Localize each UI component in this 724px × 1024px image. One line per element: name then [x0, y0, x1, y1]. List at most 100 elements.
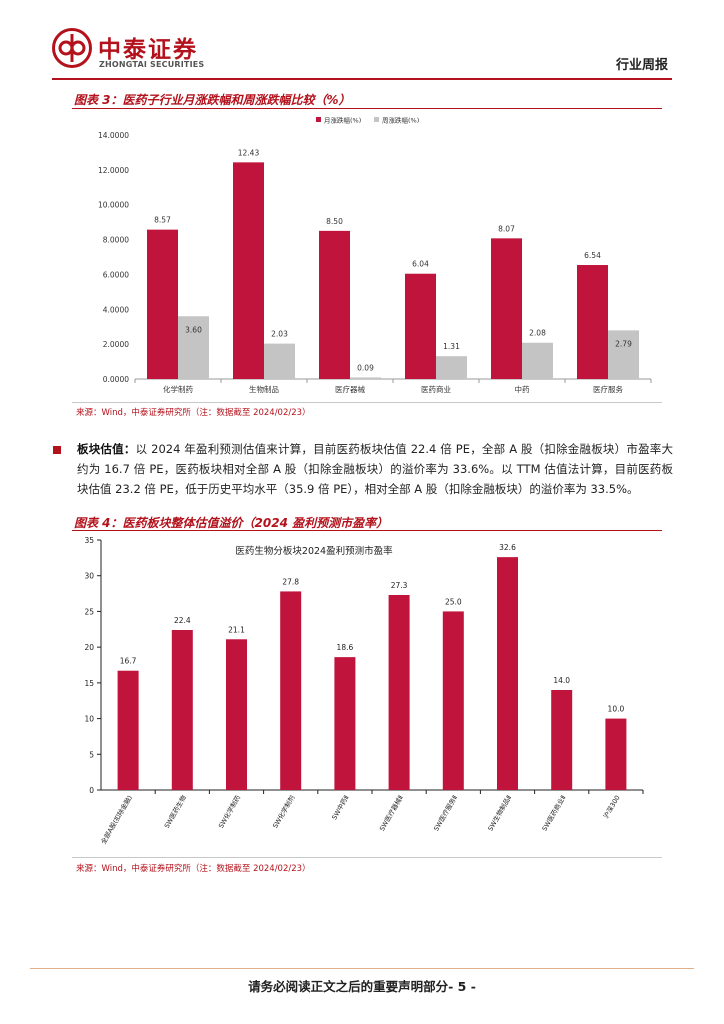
- bar-monthly: [405, 273, 436, 379]
- x-tick-label: SW医药生物: [162, 793, 188, 830]
- legend-label: 周涨跌幅(%): [382, 116, 419, 125]
- bar-weekly: [436, 356, 467, 379]
- x-tick-label: SW化学制药: [216, 793, 242, 830]
- data-label: 27.8: [282, 577, 299, 586]
- report-type: 行业周报: [615, 58, 668, 73]
- legend-swatch: [374, 117, 379, 122]
- data-label: 2.08: [529, 329, 546, 338]
- y-tick-label: 0.0000: [103, 375, 129, 384]
- data-label: 8.50: [326, 217, 343, 226]
- data-label: 14.0: [553, 676, 570, 685]
- y-tick-label: 8.0000: [103, 236, 129, 245]
- data-label: 16.7: [120, 657, 137, 666]
- x-tick-label: 生物制品: [249, 384, 279, 394]
- figure3-title: 图表 3：医药子行业月涨跌幅和周涨跌幅比较（%）: [74, 93, 351, 107]
- y-tick-label: 10.0000: [98, 201, 129, 210]
- bar: [605, 718, 627, 790]
- bar: [388, 595, 410, 790]
- bar-monthly: [147, 229, 178, 379]
- x-tick-label: 全部A股(扣除金融): [99, 794, 134, 846]
- data-label: 12.43: [238, 148, 260, 157]
- company-name-en: ZHONGTAI SECURITIES: [99, 60, 205, 69]
- x-tick-label: SW医疗器械Ⅱ: [377, 794, 405, 833]
- legend-label: 月涨跌幅(%): [324, 116, 361, 125]
- x-tick-label: 沪深300: [601, 794, 622, 821]
- data-label: 18.6: [337, 643, 354, 652]
- data-label: 21.1: [228, 625, 245, 634]
- figure3-title-divider: [72, 108, 662, 109]
- bar-monthly: [577, 265, 608, 379]
- data-label: 32.6: [499, 543, 516, 552]
- bar-monthly: [233, 162, 264, 379]
- bar: [551, 690, 573, 790]
- bar-weekly: [522, 342, 553, 379]
- x-tick-label: 医药商业: [421, 384, 451, 394]
- bar: [117, 670, 139, 790]
- x-tick-label: SW中药Ⅱ: [329, 794, 350, 822]
- header-divider: [52, 78, 672, 80]
- footer-disclaimer: 请务必阅读正文之后的重要声明部分- 5 -: [248, 979, 476, 994]
- figure4-source: 来源：Wind，中泰证券研究所（注：数据截至 2024/02/23）: [76, 864, 311, 874]
- data-label: 10.0: [608, 705, 625, 714]
- x-tick-label: 化学制药: [163, 384, 193, 394]
- valuation-paragraph: 板块估值：以 2024 年盈利预测估值来计算，目前医药板块估值 22.4 倍 P…: [77, 439, 673, 499]
- y-tick-label: 10: [84, 715, 94, 724]
- y-tick-label: 2.0000: [103, 340, 129, 349]
- company-logo-icon: [52, 28, 92, 68]
- data-label: 3.60: [185, 325, 202, 334]
- x-tick-label: SW医疗服务Ⅱ: [431, 794, 459, 833]
- x-tick-label: 中药: [515, 384, 530, 394]
- data-label: 25.0: [445, 597, 462, 606]
- y-tick-label: 30: [84, 572, 94, 581]
- data-label: 1.31: [443, 342, 460, 351]
- legend-swatch: [316, 117, 321, 122]
- x-tick-label: SW生物制品Ⅱ: [486, 794, 514, 833]
- data-label: 2.79: [615, 339, 632, 348]
- y-tick-label: 5: [89, 750, 94, 759]
- y-tick-label: 20: [84, 643, 94, 652]
- y-tick-label: 15: [84, 679, 94, 688]
- bar-weekly: [178, 316, 209, 379]
- data-label: 8.07: [498, 224, 515, 233]
- data-label: 27.3: [391, 581, 408, 590]
- bar: [280, 591, 302, 790]
- data-label: 8.57: [154, 216, 171, 225]
- x-tick-label: SW医药商业Ⅱ: [540, 794, 568, 833]
- chart-title: 医药生物分板块2024盈利预测市盈率: [235, 545, 393, 557]
- figure4-bottom-divider: [72, 857, 662, 858]
- bar-weekly: [350, 377, 381, 379]
- data-label: 6.54: [584, 251, 601, 260]
- y-tick-label: 25: [84, 607, 94, 616]
- figure4-title-divider: [72, 530, 662, 531]
- figure3-source: 来源：Wind，中泰证券研究所（注：数据截至 2024/02/23）: [76, 408, 311, 418]
- y-tick-label: 35: [84, 536, 94, 545]
- figure3-chart: 0.0000 2.0000 4.0000 6.0000 8.0000 10.0000 12.…: [98, 116, 652, 394]
- bar-weekly: [264, 343, 295, 379]
- figure4-title: 图表 4：医药板块整体估值溢价（2024 盈利预测市盈率）: [74, 516, 389, 530]
- data-label: 0.09: [357, 363, 374, 372]
- bar: [226, 639, 247, 790]
- x-tick-label: 医疗器械: [335, 384, 365, 394]
- figure4-chart: 0 5 10 15 20 25 30 35 医药生物分板块2024盈利预测市盈率 16.7 全部A股…: [84, 536, 644, 846]
- footer-divider: [30, 968, 694, 969]
- y-tick-label: 14.0000: [98, 131, 129, 140]
- bar: [334, 657, 356, 790]
- data-label: 22.4: [174, 616, 191, 625]
- bar: [171, 630, 193, 790]
- y-tick-label: 4.0000: [103, 305, 129, 314]
- bar-monthly: [491, 238, 522, 379]
- y-tick-label: 12.0000: [98, 166, 129, 175]
- paragraph-lead: 板块估值：: [77, 442, 136, 456]
- bar: [497, 557, 518, 790]
- x-tick-label: 医疗服务: [593, 384, 623, 394]
- paragraph-text: 以 2024 年盈利预测估值来计算，目前医药板块估值 22.4 倍 PE，全部 …: [77, 442, 674, 496]
- figure3-bottom-divider: [72, 402, 662, 403]
- x-tick-label: SW化学制剂: [270, 794, 296, 830]
- bar-weekly: [608, 330, 639, 379]
- bar: [442, 611, 464, 790]
- y-tick-label: 6.0000: [103, 270, 129, 279]
- data-label: 6.04: [412, 260, 429, 269]
- y-tick-label: 0: [89, 786, 94, 795]
- bar-monthly: [319, 230, 350, 379]
- bullet-square-icon: [53, 446, 61, 454]
